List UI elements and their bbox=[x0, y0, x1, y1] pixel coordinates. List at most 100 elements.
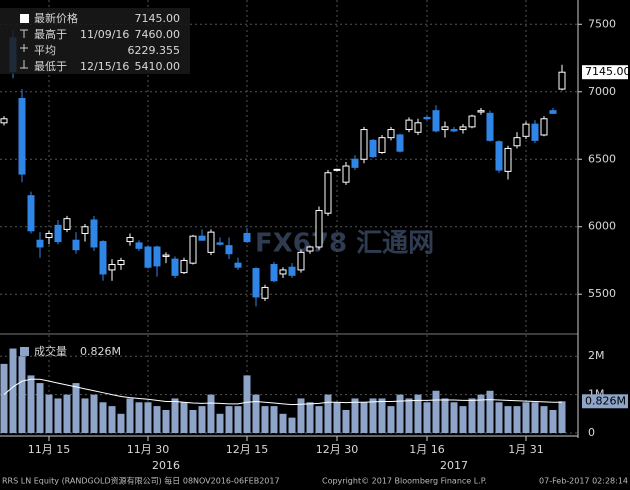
volume-bar bbox=[117, 413, 125, 433]
volume-bar bbox=[522, 402, 530, 433]
volume-bar bbox=[405, 398, 413, 433]
candle-body bbox=[207, 231, 215, 253]
candle-body bbox=[171, 258, 179, 276]
legend-icon bbox=[20, 14, 29, 23]
volume-average-line bbox=[3, 378, 562, 406]
y-tick-label: 7000 bbox=[588, 85, 616, 98]
volume-bar bbox=[288, 417, 296, 433]
volume-bar bbox=[306, 402, 314, 433]
candle-body bbox=[144, 246, 152, 268]
last-price-box bbox=[582, 65, 628, 80]
volume-bar bbox=[387, 406, 395, 433]
legend-date: 12/15/16 bbox=[80, 60, 129, 73]
candle-body bbox=[243, 232, 251, 243]
volume-bar bbox=[27, 375, 35, 433]
candle-body bbox=[360, 129, 368, 160]
volume-bar bbox=[81, 398, 89, 433]
volume-bar bbox=[90, 394, 98, 433]
volume-bar bbox=[351, 398, 359, 433]
volume-bar bbox=[531, 402, 539, 433]
volume-bar bbox=[369, 398, 377, 433]
legend-name: 最高于 bbox=[34, 27, 67, 41]
candle-body bbox=[450, 129, 458, 132]
volume-bar bbox=[297, 398, 305, 433]
candle-body bbox=[189, 235, 197, 264]
candle-body bbox=[279, 269, 287, 275]
candle-body bbox=[99, 241, 107, 275]
y-tick-label: 5500 bbox=[588, 287, 616, 300]
candle-body bbox=[522, 123, 530, 137]
candle-body bbox=[252, 268, 260, 298]
volume-bar bbox=[36, 383, 44, 433]
volume-bar bbox=[162, 409, 170, 433]
volume-bar bbox=[144, 402, 152, 433]
volume-bar bbox=[432, 390, 440, 433]
volume-bar bbox=[495, 402, 503, 433]
candle-body bbox=[18, 98, 26, 175]
legend-name: 平均 bbox=[34, 44, 56, 57]
volume-bar bbox=[225, 406, 233, 433]
y-tick-label: 6000 bbox=[588, 220, 616, 233]
volume-bar bbox=[378, 398, 386, 433]
legend-icon bbox=[20, 44, 28, 52]
volume-bar bbox=[423, 402, 431, 433]
y-tick-label: 7500 bbox=[588, 17, 616, 30]
candle-body bbox=[414, 122, 422, 133]
candle-body bbox=[54, 224, 62, 243]
volume-bar bbox=[414, 394, 422, 433]
volume-bar bbox=[486, 390, 494, 433]
candle-body bbox=[261, 286, 269, 299]
candle-body bbox=[45, 232, 53, 239]
candle-body bbox=[234, 262, 242, 268]
volume-bar bbox=[189, 409, 197, 433]
candle-body bbox=[540, 118, 548, 136]
volume-bar bbox=[135, 402, 143, 433]
footer-left: RRS LN Equity (RANDGOLD资源有限公司) 每日 08NOV2… bbox=[2, 476, 280, 486]
legend-name: 最新价格 bbox=[34, 11, 78, 25]
y-tick-label: 6500 bbox=[588, 152, 616, 165]
y-tick-label: 0 bbox=[588, 426, 595, 439]
footer-middle: Copyright© 2017 Bloomberg Finance L.P. bbox=[322, 477, 487, 486]
footer-right: 07-Feb-2017 02:28:14 bbox=[539, 477, 628, 486]
volume-bar bbox=[0, 363, 8, 433]
year-label: 2016 bbox=[152, 459, 180, 472]
candle-body bbox=[297, 251, 305, 271]
candle-body bbox=[468, 115, 476, 128]
candle-body bbox=[288, 266, 296, 276]
candle-body bbox=[90, 219, 98, 248]
candle-body bbox=[504, 147, 512, 172]
volume-bar bbox=[198, 406, 206, 433]
volume-bar bbox=[153, 406, 161, 433]
candle-body bbox=[387, 129, 395, 139]
candle-body bbox=[396, 134, 404, 152]
volume-bar bbox=[18, 356, 26, 433]
volume-bar bbox=[99, 402, 107, 433]
candle-body bbox=[108, 264, 116, 271]
legend-value: 7145.00 bbox=[135, 12, 181, 25]
candle-body bbox=[378, 137, 386, 154]
volume-bar bbox=[333, 402, 341, 433]
candle-body bbox=[486, 112, 494, 141]
candle-body bbox=[198, 235, 206, 241]
candle-body bbox=[36, 239, 44, 248]
volume-legend-icon bbox=[20, 347, 29, 356]
volume-bar bbox=[396, 394, 404, 433]
volume-bar bbox=[261, 406, 269, 433]
candle-body bbox=[531, 123, 539, 141]
legend-box bbox=[0, 8, 190, 74]
x-tick-label: 1月 16 bbox=[409, 443, 445, 456]
volume-bar bbox=[342, 409, 350, 433]
volume-title: 成交量 bbox=[34, 344, 67, 358]
x-tick-label: 12月 30 bbox=[316, 443, 359, 456]
candle-body bbox=[351, 158, 359, 168]
candle-body bbox=[315, 210, 323, 248]
volume-bar bbox=[549, 409, 557, 433]
legend-value: 5410.00 bbox=[135, 60, 181, 73]
candle-body bbox=[270, 264, 278, 282]
candle-body bbox=[495, 141, 503, 171]
volume-bar bbox=[180, 402, 188, 433]
legend-icon bbox=[20, 60, 28, 69]
x-tick-label: 11月 15 bbox=[28, 443, 71, 456]
candle-body bbox=[63, 218, 71, 230]
